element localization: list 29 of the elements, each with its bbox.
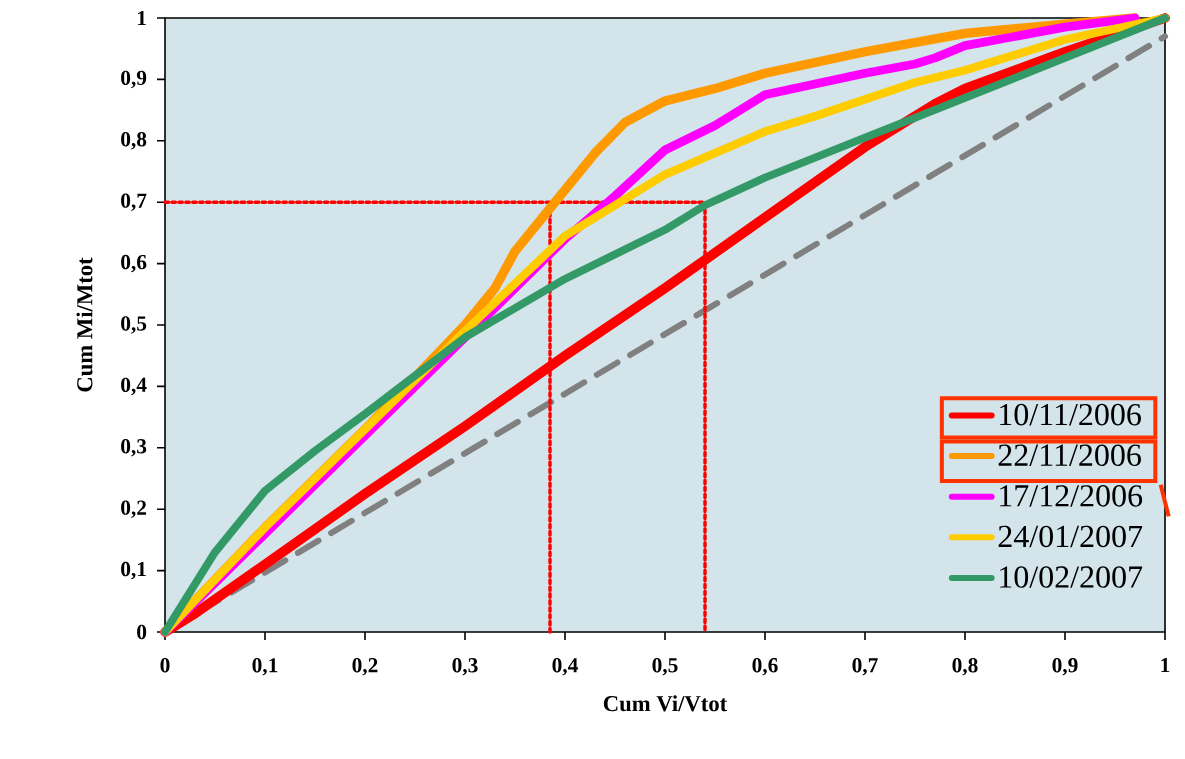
x-axis-title: Cum Vi/Vtot [603, 695, 728, 712]
y-tick-label: 0,1 [121, 561, 146, 580]
x-tick-label: 0,6 [752, 658, 778, 676]
x-tick-label: 0,5 [652, 658, 678, 676]
x-tick-label: 0,4 [552, 658, 578, 676]
y-tick-label: 0,9 [121, 70, 147, 89]
x-tick-label: 0,9 [1052, 658, 1078, 676]
y-tick-label: 0,2 [121, 500, 147, 518]
y-tick-label: 0,8 [121, 132, 147, 150]
x-tick-label: 0,7 [852, 658, 878, 676]
x-tick-label: 0,3 [452, 658, 478, 676]
x-tick-label: 0,2 [352, 658, 378, 676]
y-tick-label: 0,5 [121, 316, 147, 334]
x-tick-label: 0,1 [252, 658, 278, 676]
y-tick-label: 0,4 [121, 377, 147, 396]
legend-label: 10/11/2006 [1000, 403, 1141, 426]
legend-label: 24/01/2007 [998, 525, 1143, 548]
legend-label: 10/02/2007 [1000, 566, 1143, 588]
y-axis-title: Cum Mi/Mtot [76, 257, 93, 392]
y-tick-label: 0,3 [121, 439, 147, 457]
y-tick-label: 1 [138, 10, 146, 26]
y-tick-label: 0 [137, 624, 147, 640]
x-tick-label: 1 [1161, 658, 1170, 673]
legend-label: 22/11/2006 [998, 444, 1141, 467]
x-tick-label: 0 [160, 658, 170, 673]
x-tick-label: 0,8 [952, 658, 978, 676]
y-tick-label: 0,6 [121, 254, 147, 273]
legend-label: 17/12/2006 [1000, 485, 1143, 507]
y-tick-label: 0,7 [121, 193, 147, 211]
